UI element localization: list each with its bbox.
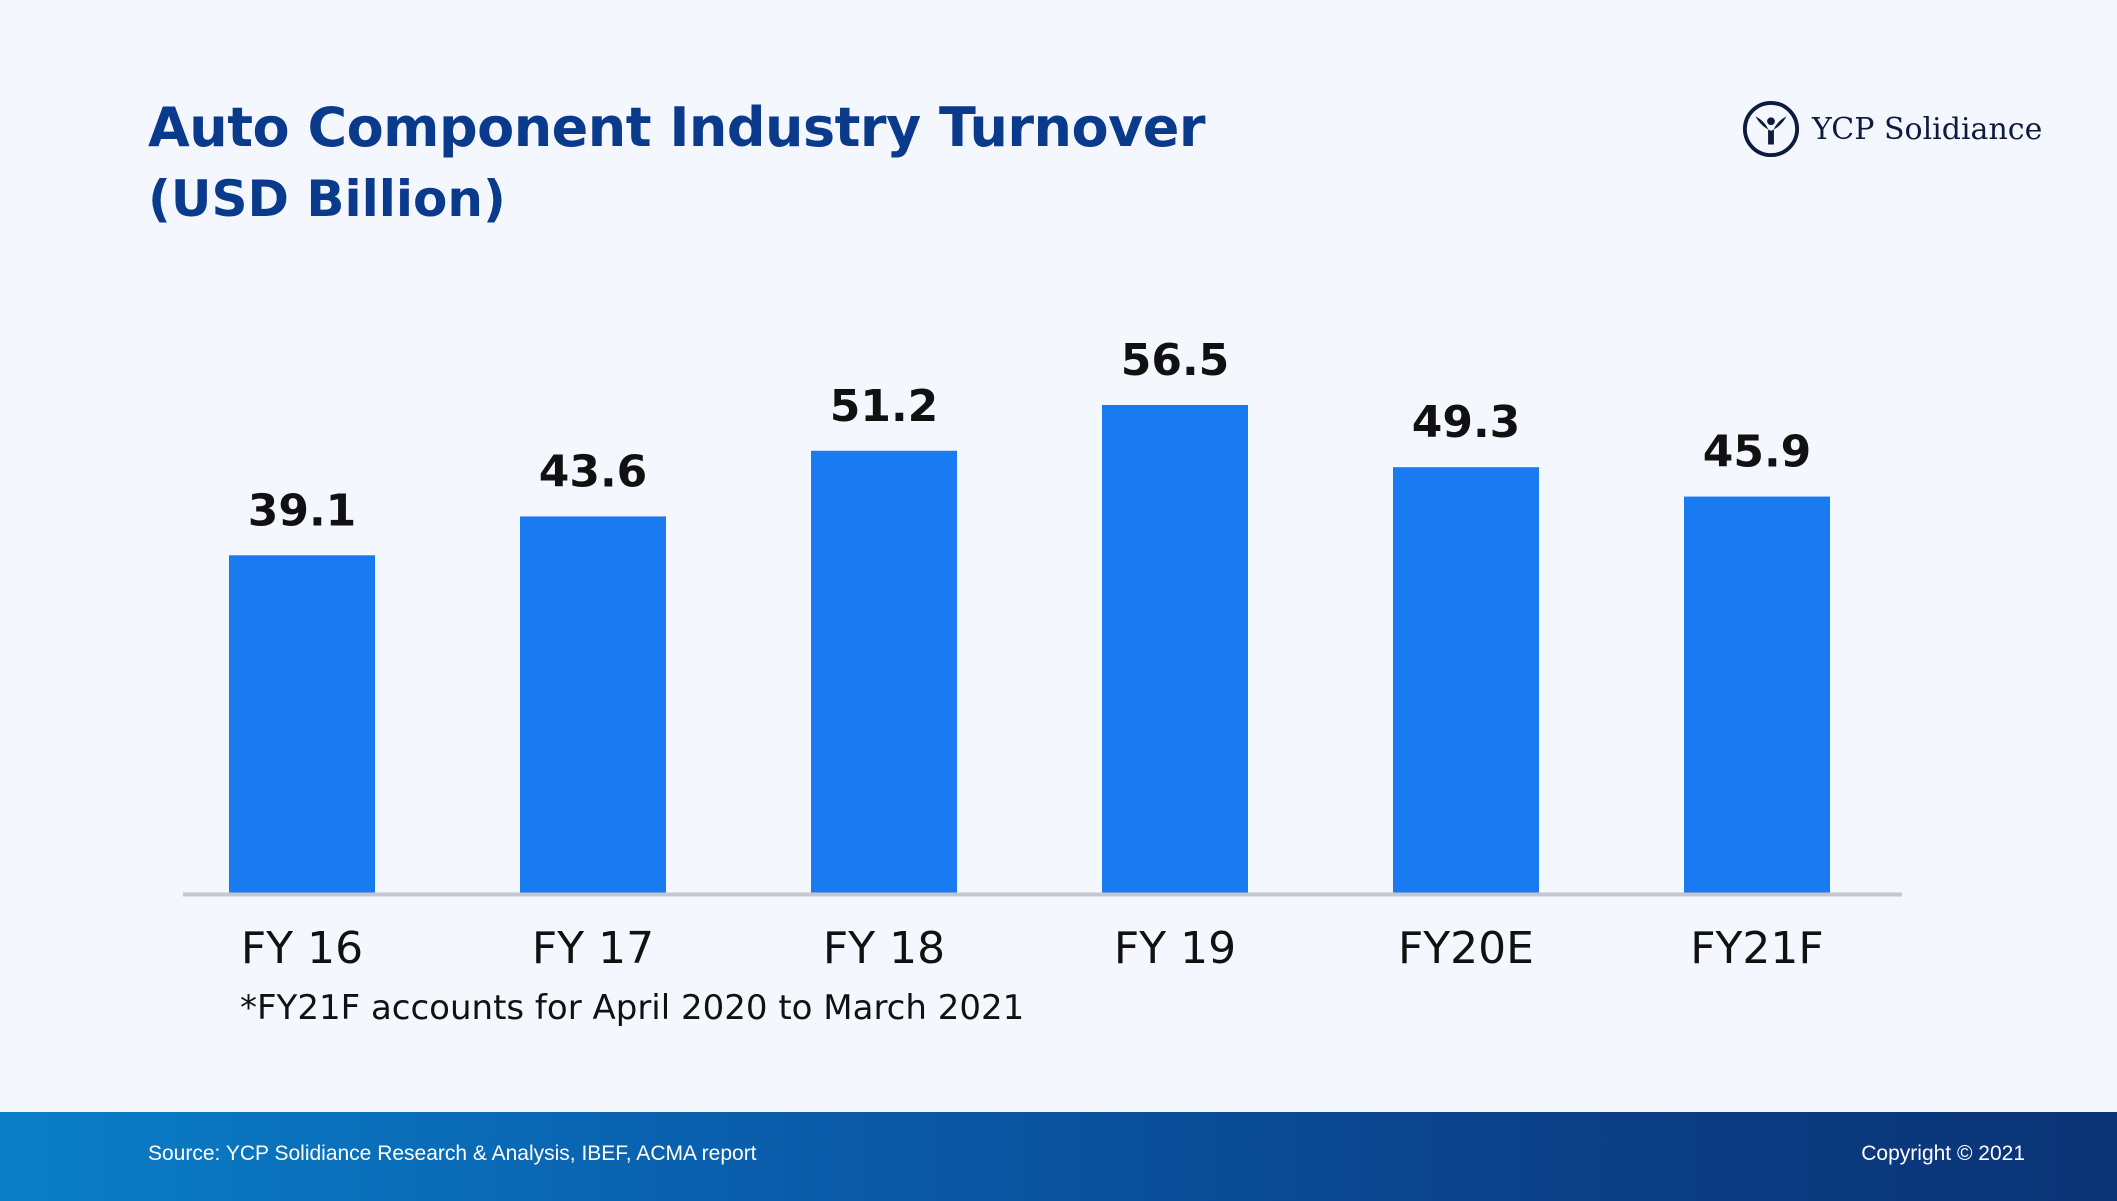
x-tick-label: FY 16: [241, 923, 363, 974]
bar-fy19: [1102, 405, 1248, 893]
data-label: 49.3: [1412, 397, 1521, 448]
ycp-emblem-icon: [1742, 100, 1800, 158]
x-tick-label: FY20E: [1398, 923, 1534, 974]
chart-title: Auto Component Industry Turnover: [148, 96, 1206, 159]
chart-footnote: *FY21F accounts for April 2020 to March …: [240, 988, 1025, 1028]
bar-fy18: [811, 450, 957, 893]
bar-fy20e: [1393, 467, 1539, 893]
bar-fy21f: [1684, 496, 1830, 893]
data-label: 39.1: [248, 485, 357, 536]
x-tick-label: FY 18: [823, 923, 945, 974]
source-note: Source: YCP Solidiance Research & Analys…: [148, 1142, 757, 1165]
data-label: 43.6: [539, 446, 648, 497]
bar-fy17: [520, 516, 666, 893]
bar-fy16: [229, 555, 375, 893]
data-label: 51.2: [830, 381, 939, 432]
logo-text: YCP Solidiance: [1812, 111, 2043, 147]
chart-subtitle: (USD Billion): [148, 170, 506, 228]
data-label: 56.5: [1121, 335, 1230, 386]
data-label: 45.9: [1703, 427, 1812, 478]
x-tick-label: FY 19: [1114, 923, 1236, 974]
footer-bar: Source: YCP Solidiance Research & Analys…: [0, 1112, 2117, 1201]
company-logo: YCP Solidiance: [1742, 98, 2042, 160]
copyright-note: Copyright © 2021: [1861, 1142, 2025, 1165]
x-tick-label: FY 17: [532, 923, 654, 974]
x-tick-label: FY21F: [1690, 923, 1823, 974]
